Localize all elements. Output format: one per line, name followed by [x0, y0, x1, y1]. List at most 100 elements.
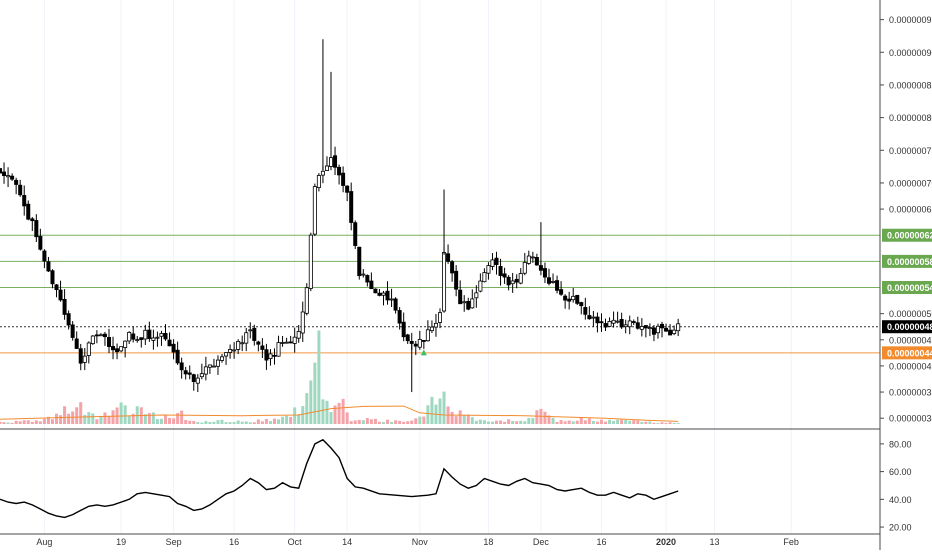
volume-bar: [345, 412, 349, 424]
candle-down: [567, 298, 572, 302]
candle-up: [82, 355, 87, 363]
volume-bar: [95, 419, 99, 424]
volume-bar: [430, 396, 434, 424]
candle-up: [195, 377, 200, 384]
candle-down: [619, 318, 624, 328]
candle-up: [248, 329, 253, 332]
volume-bar: [438, 398, 442, 424]
candle-up: [526, 255, 531, 264]
candle-down: [643, 325, 648, 329]
candle-down: [179, 362, 184, 371]
candle-down: [587, 315, 592, 320]
volume-bar: [394, 420, 398, 424]
candle-up: [90, 335, 95, 345]
level-tag: [882, 346, 932, 360]
volume-bar: [620, 419, 624, 424]
volume-bar: [151, 412, 155, 424]
candle-down: [514, 278, 519, 283]
volume-bar: [59, 415, 63, 424]
candle-up: [296, 331, 301, 339]
volume-bar: [422, 416, 426, 424]
volume-bar: [632, 420, 636, 424]
volume-bar: [357, 419, 361, 424]
volume-bar: [333, 405, 337, 424]
volume-bar: [18, 421, 22, 424]
volume-bar: [0, 421, 2, 424]
candle-up: [655, 325, 660, 334]
volume-bar: [470, 417, 474, 424]
volume-bar: [268, 421, 272, 424]
volume-bar: [377, 421, 381, 424]
volume-bar: [668, 422, 672, 424]
candle-down: [349, 191, 354, 223]
volume-bar: [628, 420, 632, 424]
volume-bar: [676, 423, 680, 424]
candle-up: [151, 337, 156, 341]
volume-bar: [180, 410, 184, 424]
time-tick-label: Nov: [412, 537, 429, 547]
oscillator-pane: [0, 438, 679, 519]
candle-down: [369, 280, 374, 290]
candle-down: [405, 334, 410, 342]
candle-down: [458, 289, 463, 305]
candle-up: [232, 349, 237, 352]
candle-up: [6, 175, 11, 178]
level-tag-label: 0.00000058: [887, 257, 932, 267]
candle-down: [26, 203, 31, 220]
volume-bar: [381, 421, 385, 424]
candle-down: [333, 155, 338, 168]
volume-bar: [248, 422, 252, 424]
candle-up: [86, 342, 91, 356]
volume-bar: [236, 420, 240, 424]
candle-down: [14, 179, 19, 185]
candle-up: [324, 165, 329, 171]
price-tick-label: 0.00000034: [889, 414, 932, 424]
candle-up: [127, 332, 132, 342]
candle-down: [534, 257, 539, 266]
volume-bar: [30, 421, 34, 424]
candle-up: [199, 373, 204, 378]
time-tick-label: 2020: [656, 537, 676, 547]
candle-up: [211, 365, 216, 368]
candle-down: [167, 339, 172, 347]
volume-bar: [103, 412, 107, 424]
volume-bar: [317, 330, 321, 424]
volume-bar: [503, 421, 507, 424]
candle-up: [437, 312, 442, 323]
candle-up: [442, 252, 447, 312]
candle-down: [191, 374, 196, 382]
volume-bar: [168, 418, 172, 424]
volume-bar: [579, 417, 583, 424]
volume-bar: [664, 423, 668, 424]
candle-down: [506, 276, 511, 286]
volume-bar: [462, 414, 466, 424]
candle-up: [530, 256, 535, 259]
time-tick-label: 16: [229, 537, 239, 547]
volume-bar: [91, 413, 95, 424]
level-tag: [882, 228, 932, 242]
volume-bar: [652, 422, 656, 424]
candle-up: [312, 186, 317, 235]
volume-bar: [83, 414, 87, 424]
time-tick-label: 13: [709, 537, 719, 547]
volume-bar: [329, 411, 333, 424]
volume-bar: [79, 402, 83, 424]
price-tick-label: 0.00000085: [889, 80, 932, 90]
candle-down: [583, 307, 588, 315]
volume-bar: [583, 420, 587, 424]
candle-down: [603, 323, 608, 328]
volume-bar: [87, 412, 91, 424]
volume-bar: [297, 414, 301, 424]
candle-up: [389, 298, 394, 301]
candle-down: [38, 235, 43, 250]
candle-down: [22, 195, 27, 207]
candle-up: [159, 333, 164, 337]
volume-bar: [216, 420, 220, 424]
candle-up: [207, 364, 212, 368]
candle-up: [123, 340, 128, 348]
candle-up: [591, 316, 596, 319]
candle-up: [143, 329, 148, 340]
volume-bar: [305, 393, 309, 424]
